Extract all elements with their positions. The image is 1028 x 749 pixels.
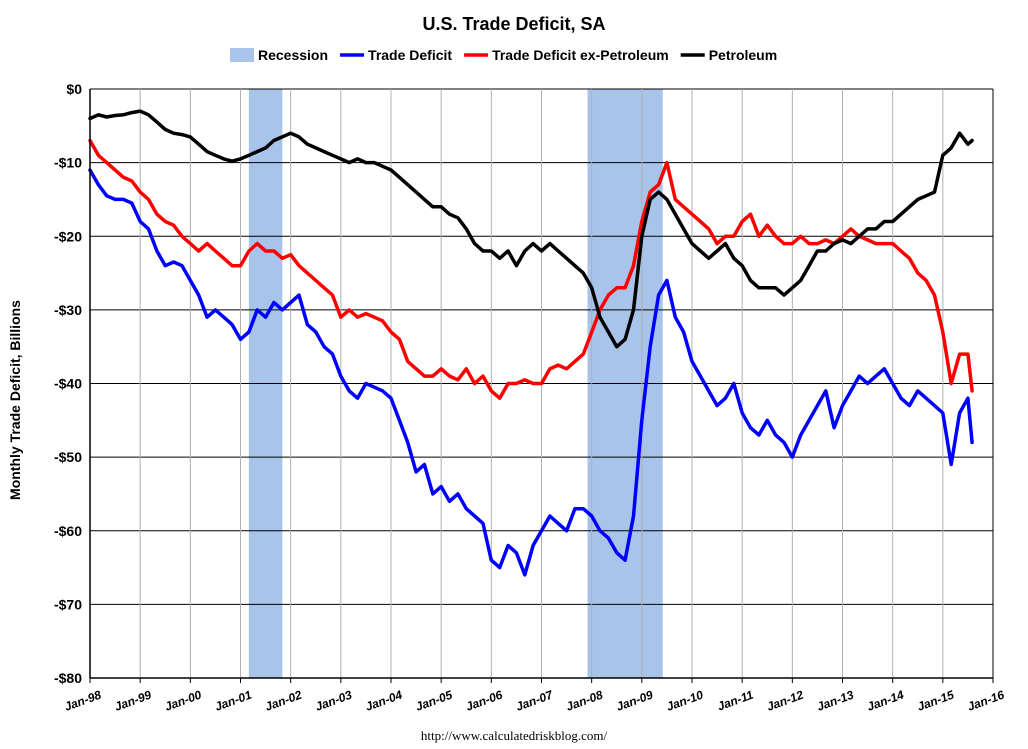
chart-title: U.S. Trade Deficit, SA [422, 14, 605, 34]
x-tick-label: Jan-11 [716, 688, 756, 714]
legend: Recession Trade Deficit Trade Deficit ex-P… [230, 47, 777, 63]
x-tick-label: Jan-09 [614, 688, 655, 714]
legend-label-petroleum: Petroleum [709, 47, 777, 63]
x-tick-label: Jan-03 [313, 688, 354, 714]
series-line-trade-deficit [88, 168, 974, 577]
x-tick-label: Jan-00 [163, 688, 204, 714]
x-tick-label: Jan-07 [514, 687, 556, 714]
x-tick-label: Jan-10 [665, 688, 706, 714]
series-line-petroleum [88, 109, 974, 349]
legend-label-trade-deficit: Trade Deficit [368, 47, 452, 63]
x-tick-label: Jan-01 [213, 688, 254, 714]
y-tick-label: $0 [66, 81, 82, 97]
y-tick-label: -$10 [54, 155, 82, 171]
y-tick-label: -$60 [54, 523, 82, 539]
y-tick-label: -$80 [54, 670, 82, 686]
y-axis-label: Monthly Trade Deficit, Billions [7, 300, 23, 500]
x-tick-label: Jan-16 [966, 688, 1007, 714]
y-tick-label: -$30 [54, 302, 82, 318]
x-tick-label: Jan-99 [113, 688, 154, 714]
x-tick-label: Jan-12 [765, 688, 806, 714]
x-tick-label: Jan-04 [364, 688, 405, 714]
x-tick-label: Jan-02 [263, 688, 304, 714]
x-tick-label: Jan-05 [414, 688, 455, 714]
x-tick-label: Jan-06 [464, 688, 505, 714]
x-tick-label: Jan-13 [815, 688, 856, 714]
source-footer: http://www.calculatedriskblog.com/ [421, 728, 608, 743]
x-tick-label: Jan-98 [63, 688, 104, 714]
legend-label-recession: Recession [258, 47, 328, 63]
y-tick-label: -$40 [54, 376, 82, 392]
series-lines [88, 109, 974, 577]
x-tick-label: Jan-15 [915, 688, 956, 714]
series-line-trade-deficit-ex-petroleum [88, 138, 974, 400]
x-tick-label: Jan-08 [564, 688, 605, 714]
x-tick-label: Jan-14 [865, 688, 906, 714]
legend-swatch-recession [230, 48, 254, 62]
legend-label-trade-deficit-ex-petroleum: Trade Deficit ex-Petroleum [492, 47, 669, 63]
y-tick-label: -$20 [54, 228, 82, 244]
y-tick-label: -$70 [54, 596, 82, 612]
y-tick-label: -$50 [54, 449, 82, 465]
